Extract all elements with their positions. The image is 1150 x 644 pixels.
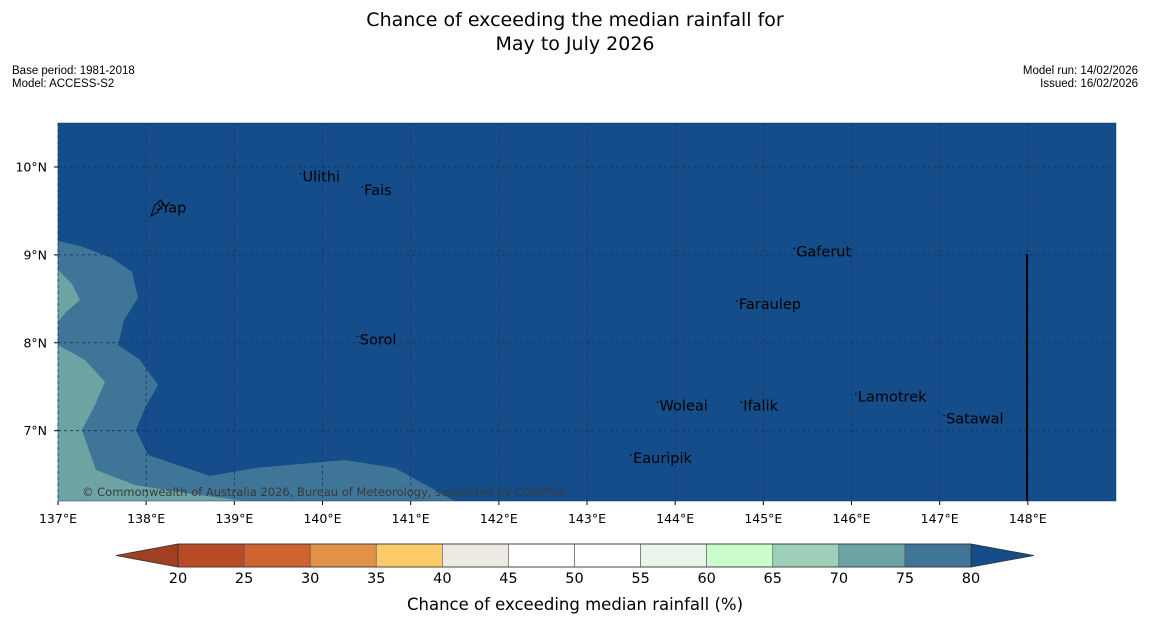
colorbar-swatch bbox=[640, 543, 707, 568]
place-label: Fais bbox=[364, 183, 391, 199]
colorbar-tick-label: 35 bbox=[367, 571, 385, 587]
place-marker bbox=[299, 172, 302, 175]
x-tick-label: 143°E bbox=[568, 511, 606, 526]
model-name: Model: ACCESS-S2 bbox=[12, 78, 115, 90]
place-marker bbox=[793, 247, 795, 250]
place-label: Yap bbox=[160, 201, 186, 217]
yap-island-detail bbox=[155, 204, 164, 211]
colorbar-swatch bbox=[838, 543, 906, 568]
band-70-75-south bbox=[58, 345, 245, 501]
yap-island-outline bbox=[150, 199, 164, 218]
copyright-notice: © Commonwealth of Australia 2026, Bureau… bbox=[82, 485, 566, 499]
colorbar-under-arrow bbox=[115, 543, 179, 568]
colorbar-tick-label: 50 bbox=[565, 571, 583, 587]
x-tick-label: 141°E bbox=[392, 511, 430, 526]
colorbar-swatch bbox=[772, 543, 840, 568]
x-tick-label: 138°E bbox=[127, 511, 165, 526]
colorbar-tick-label: 20 bbox=[169, 571, 187, 587]
place-marker bbox=[855, 392, 857, 395]
colorbar-tick-label: 25 bbox=[235, 571, 253, 587]
model-run: Model run: 14/02/2026 bbox=[1022, 65, 1138, 77]
place-marker bbox=[740, 401, 743, 404]
x-tick-label: 144°E bbox=[656, 511, 694, 526]
colorbar-over-arrow bbox=[970, 543, 1035, 568]
place-marker bbox=[361, 186, 363, 188]
probability-fields bbox=[58, 241, 455, 501]
x-tick-label: 148°E bbox=[1009, 511, 1047, 526]
x-tick-label: 139°E bbox=[215, 511, 253, 526]
map-gridlines bbox=[57, 123, 1116, 501]
colorbar-tick-label: 80 bbox=[962, 571, 980, 587]
x-tick-label: 146°E bbox=[832, 511, 870, 526]
colorbar-tick-label: 45 bbox=[499, 571, 517, 587]
longitude-ticks: 137°E 138°E 139°E 140°E 141°E 142°E 143°E 144°E… bbox=[39, 501, 1047, 526]
colorbar-tick-label: 30 bbox=[301, 571, 319, 587]
place-label: Eauripik bbox=[633, 451, 692, 467]
latitude-ticks: 10°N 9°N 8°N 7°N bbox=[15, 159, 58, 438]
y-tick-label: 7°N bbox=[23, 423, 47, 438]
y-tick-label: 10°N bbox=[15, 159, 47, 174]
colorbar-swatch bbox=[574, 543, 641, 568]
colorbar-tick-label: 60 bbox=[697, 571, 715, 587]
place-label: Satawal bbox=[946, 411, 1003, 427]
x-tick-label: 140°E bbox=[303, 511, 341, 526]
place-label: Gaferut bbox=[796, 244, 851, 260]
place-marker bbox=[630, 454, 632, 456]
meta-left: Base period: 1981-2018 Model: ACCESS-S2 bbox=[12, 65, 135, 91]
place-label: Lamotrek bbox=[858, 390, 927, 406]
colorbar-tick-label: 75 bbox=[896, 571, 914, 587]
place-labels: Ulithi Fais Yap Gaferut Faraulep Sorol Lamotre… bbox=[158, 170, 1004, 467]
colorbar-tick-label: 65 bbox=[764, 571, 782, 587]
colorbar-tick-label: 70 bbox=[830, 571, 848, 587]
x-tick-label: 137°E bbox=[39, 511, 77, 526]
colorbar-swatch bbox=[243, 543, 311, 568]
place-label: Faraulep bbox=[739, 297, 801, 313]
y-tick-label: 8°N bbox=[23, 335, 47, 350]
place-label: Woleai bbox=[660, 398, 708, 414]
place-label: Sorol bbox=[360, 332, 397, 348]
base-period: Base period: 1981-2018 bbox=[12, 65, 135, 77]
x-tick-label: 147°E bbox=[921, 511, 959, 526]
colorbar-swatch bbox=[375, 543, 443, 568]
x-tick-label: 142°E bbox=[480, 511, 518, 526]
band-70-75 bbox=[58, 270, 80, 322]
y-tick-label: 9°N bbox=[23, 247, 47, 262]
place-label: Ulithi bbox=[302, 170, 340, 186]
title-line-2: May to July 2026 bbox=[495, 33, 655, 55]
place-marker bbox=[736, 300, 738, 303]
issued-date: Issued: 16/02/2026 bbox=[1040, 78, 1138, 90]
colorbar-swatch bbox=[706, 543, 774, 568]
place-marker bbox=[356, 335, 359, 338]
title-line-1: Chance of exceeding the median rainfall … bbox=[366, 9, 784, 31]
colorbar-swatch bbox=[177, 543, 245, 568]
colorbar-swatch bbox=[904, 543, 972, 568]
colorbar-tick-label: 55 bbox=[631, 571, 649, 587]
meta-right: Model run: 14/02/2026 Issued: 16/02/2026 bbox=[1023, 65, 1138, 91]
colorbar: 20 25 30 35 40 45 50 55 60 65 70 75 80 bbox=[115, 543, 1035, 587]
colorbar-swatch bbox=[442, 543, 509, 568]
coastline bbox=[150, 199, 164, 218]
place-marker bbox=[943, 414, 945, 417]
place-marker bbox=[656, 401, 659, 404]
x-tick-label: 145°E bbox=[744, 511, 782, 526]
map-title: Chance of exceeding the median rainfall … bbox=[0, 8, 1150, 56]
colorbar-outline bbox=[177, 543, 972, 568]
colorbar-label: Chance of exceeding median rainfall (%) bbox=[407, 595, 743, 614]
place-label: Ifalik bbox=[743, 398, 778, 414]
colorbar-swatch bbox=[508, 543, 575, 568]
colorbar-tick-label: 40 bbox=[433, 571, 451, 587]
colorbar-swatch bbox=[309, 543, 377, 568]
place-marker bbox=[158, 203, 161, 206]
